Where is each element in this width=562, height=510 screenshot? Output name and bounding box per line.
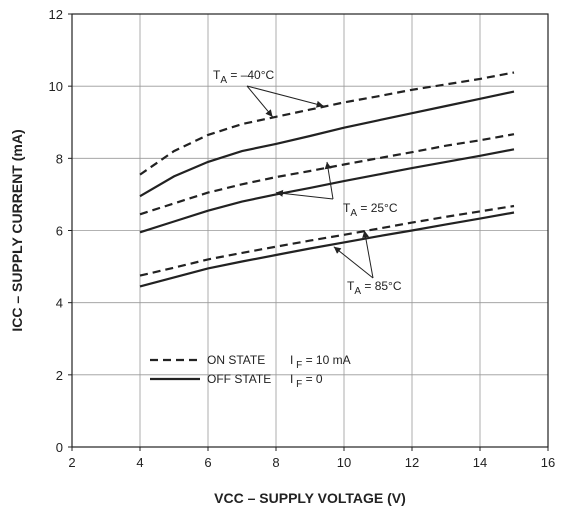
annotation-label: TA = –40°C [213,68,275,86]
annotation-leader [275,189,334,200]
series-line [139,71,515,176]
series-line [139,211,515,288]
x-tick-label: 14 [473,455,487,470]
legend-condition: I F = 10 mA [290,353,351,371]
y-tick-label: 12 [49,7,63,22]
x-tick-label: 4 [136,455,143,470]
x-axis-title: VCC – SUPPLY VOLTAGE (V) [214,490,406,506]
legend-label: ON STATE [207,353,265,367]
y-tick-label: 8 [56,151,63,166]
y-tick-label: 0 [56,440,63,455]
annotation-label: TA = 85°C [347,279,402,297]
series-line [139,148,515,234]
series-line [139,133,515,216]
y-axis-title: ICC – SUPPLY CURRENT (mA) [9,129,25,331]
legend-condition: I F = 0 [290,372,323,390]
y-tick-label: 2 [56,368,63,383]
x-tick-label: 12 [405,455,419,470]
annotation-label: TA = 25°C [343,201,398,219]
x-tick-label: 2 [68,455,75,470]
x-tick-label: 6 [204,455,211,470]
series-line [139,204,515,277]
x-tick-label: 8 [272,455,279,470]
legend-label: OFF STATE [207,372,271,386]
annotation-leader [246,85,273,118]
annotations-group: TA = –40°C TA = 25°C TA = 85°C [213,68,402,297]
legend: ON STATE I F = 10 mA OFF STATE I F = 0 [150,353,351,390]
x-tick-label: 10 [337,455,351,470]
series-group [139,71,515,288]
y-tick-label: 6 [56,224,63,239]
annotation-leader [333,246,374,279]
x-tick-label: 16 [541,455,555,470]
y-tick-label: 10 [49,79,63,94]
annotation-leader [246,85,324,108]
annotation-leader [362,230,374,279]
series-line [139,90,515,198]
y-tick-label: 4 [56,296,63,311]
annotation-leader [324,161,334,200]
